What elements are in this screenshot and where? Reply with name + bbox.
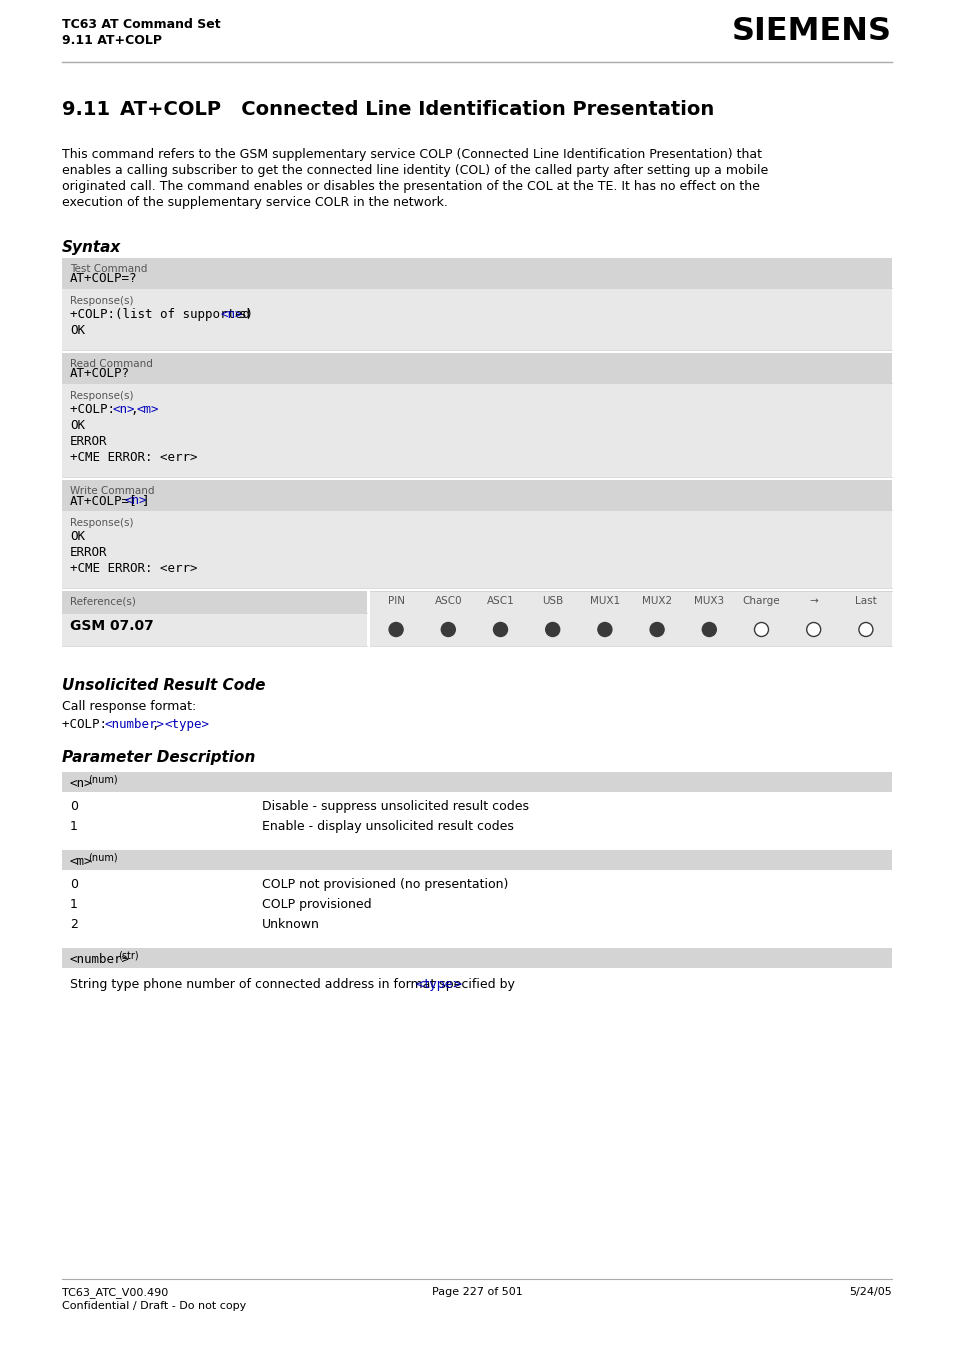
Text: <n>: <n>: [124, 494, 147, 507]
Text: Page 227 of 501: Page 227 of 501: [431, 1288, 522, 1297]
Text: GSM 07.07: GSM 07.07: [70, 619, 153, 634]
Text: ,: ,: [130, 403, 137, 416]
Text: enables a calling subscriber to get the connected line identity (COL) of the cal: enables a calling subscriber to get the …: [62, 163, 767, 177]
Text: <number>: <number>: [70, 952, 130, 966]
Text: +COLP:(list of supported: +COLP:(list of supported: [70, 308, 257, 322]
Text: AT+COLP=?: AT+COLP=?: [70, 272, 137, 285]
Text: +CME ERROR: <err>: +CME ERROR: <err>: [70, 451, 197, 463]
Bar: [62, 382, 891, 477]
Text: Charge: Charge: [741, 596, 780, 607]
Bar: [62, 948, 891, 969]
Bar: [62, 771, 891, 792]
Text: USB: USB: [541, 596, 562, 607]
Text: Test Command: Test Command: [70, 263, 147, 274]
Text: Write Command: Write Command: [70, 486, 154, 496]
Text: (str): (str): [118, 951, 138, 961]
Text: MUX1: MUX1: [589, 596, 619, 607]
Text: 9.11 AT+COLP: 9.11 AT+COLP: [62, 34, 162, 47]
Circle shape: [701, 623, 716, 636]
Bar: [62, 850, 891, 870]
Text: 1: 1: [70, 820, 78, 834]
Circle shape: [754, 623, 768, 636]
Text: Unknown: Unknown: [262, 917, 319, 931]
Text: <type>: <type>: [164, 717, 209, 731]
Text: <n>: <n>: [112, 403, 134, 416]
Text: 9.11: 9.11: [62, 100, 110, 119]
Text: OK: OK: [70, 530, 85, 543]
Circle shape: [858, 623, 872, 636]
Text: 5/24/05: 5/24/05: [848, 1288, 891, 1297]
Text: Unsolicited Result Code: Unsolicited Result Code: [62, 678, 265, 693]
Text: s): s): [238, 308, 253, 322]
Bar: [62, 509, 891, 588]
Text: Last: Last: [854, 596, 876, 607]
Text: <type>: <type>: [415, 978, 463, 992]
Text: Parameter Description: Parameter Description: [62, 750, 255, 765]
Text: 2: 2: [70, 917, 78, 931]
Text: OK: OK: [70, 419, 85, 432]
Text: 0: 0: [70, 878, 78, 892]
Text: This command refers to the GSM supplementary service COLP (Connected Line Identi: This command refers to the GSM supplemen…: [62, 149, 761, 161]
Text: +COLP:: +COLP:: [70, 403, 122, 416]
Text: ERROR: ERROR: [70, 546, 108, 559]
Text: Read Command: Read Command: [70, 359, 152, 369]
Text: Reference(s): Reference(s): [70, 597, 135, 607]
Text: Call response format:: Call response format:: [62, 700, 196, 713]
Text: <n>: <n>: [70, 777, 92, 790]
Text: ]: ]: [142, 494, 150, 507]
Text: TC63 AT Command Set: TC63 AT Command Set: [62, 18, 220, 31]
Text: MUX3: MUX3: [694, 596, 723, 607]
Circle shape: [545, 623, 559, 636]
Text: OK: OK: [70, 324, 85, 336]
Text: String type phone number of connected address in format specified by: String type phone number of connected ad…: [70, 978, 518, 992]
Text: 1: 1: [70, 898, 78, 911]
Text: ,: ,: [152, 717, 167, 731]
Text: <number>: <number>: [104, 717, 164, 731]
Text: (num): (num): [88, 775, 117, 785]
Bar: [62, 288, 891, 350]
Text: Response(s): Response(s): [70, 390, 133, 401]
Text: <n>: <n>: [220, 308, 243, 322]
Text: AT+COLP?: AT+COLP?: [70, 367, 130, 380]
Text: +CME ERROR: <err>: +CME ERROR: <err>: [70, 562, 197, 576]
Text: COLP not provisioned (no presentation): COLP not provisioned (no presentation): [262, 878, 508, 892]
Text: originated call. The command enables or disables the presentation of the COL at : originated call. The command enables or …: [62, 180, 760, 193]
Text: Syntax: Syntax: [62, 240, 121, 255]
Text: →: →: [808, 596, 818, 607]
Text: Enable - display unsolicited result codes: Enable - display unsolicited result code…: [262, 820, 514, 834]
Circle shape: [649, 623, 663, 636]
Circle shape: [441, 623, 455, 636]
Text: AT+COLP   Connected Line Identification Presentation: AT+COLP Connected Line Identification Pr…: [120, 100, 714, 119]
Text: Response(s): Response(s): [70, 296, 133, 305]
Text: PIN: PIN: [387, 596, 404, 607]
Text: ASC0: ASC0: [434, 596, 461, 607]
Text: execution of the supplementary service COLR in the network.: execution of the supplementary service C…: [62, 196, 447, 209]
Text: Response(s): Response(s): [70, 517, 133, 528]
Bar: [62, 480, 891, 509]
Text: (num): (num): [88, 852, 117, 863]
Text: TC63_ATC_V00.490: TC63_ATC_V00.490: [62, 1288, 168, 1298]
Circle shape: [806, 623, 820, 636]
Text: SIEMENS: SIEMENS: [731, 16, 891, 47]
Text: ASC1: ASC1: [486, 596, 514, 607]
Text: <m>: <m>: [136, 403, 158, 416]
Text: MUX2: MUX2: [641, 596, 672, 607]
Bar: [62, 258, 891, 288]
Text: 0: 0: [70, 800, 78, 813]
Circle shape: [493, 623, 507, 636]
Circle shape: [598, 623, 611, 636]
Text: AT+COLP=[: AT+COLP=[: [70, 494, 137, 507]
Text: COLP provisioned: COLP provisioned: [262, 898, 372, 911]
Bar: [370, 590, 891, 646]
Text: <m>: <m>: [70, 855, 92, 867]
Text: ERROR: ERROR: [70, 435, 108, 449]
Text: Confidential / Draft - Do not copy: Confidential / Draft - Do not copy: [62, 1301, 246, 1310]
Circle shape: [389, 623, 403, 636]
Text: +COLP:: +COLP:: [62, 717, 114, 731]
Text: Disable - suppress unsolicited result codes: Disable - suppress unsolicited result co…: [262, 800, 529, 813]
Bar: [62, 613, 367, 646]
Bar: [62, 590, 367, 613]
Bar: [62, 353, 891, 382]
